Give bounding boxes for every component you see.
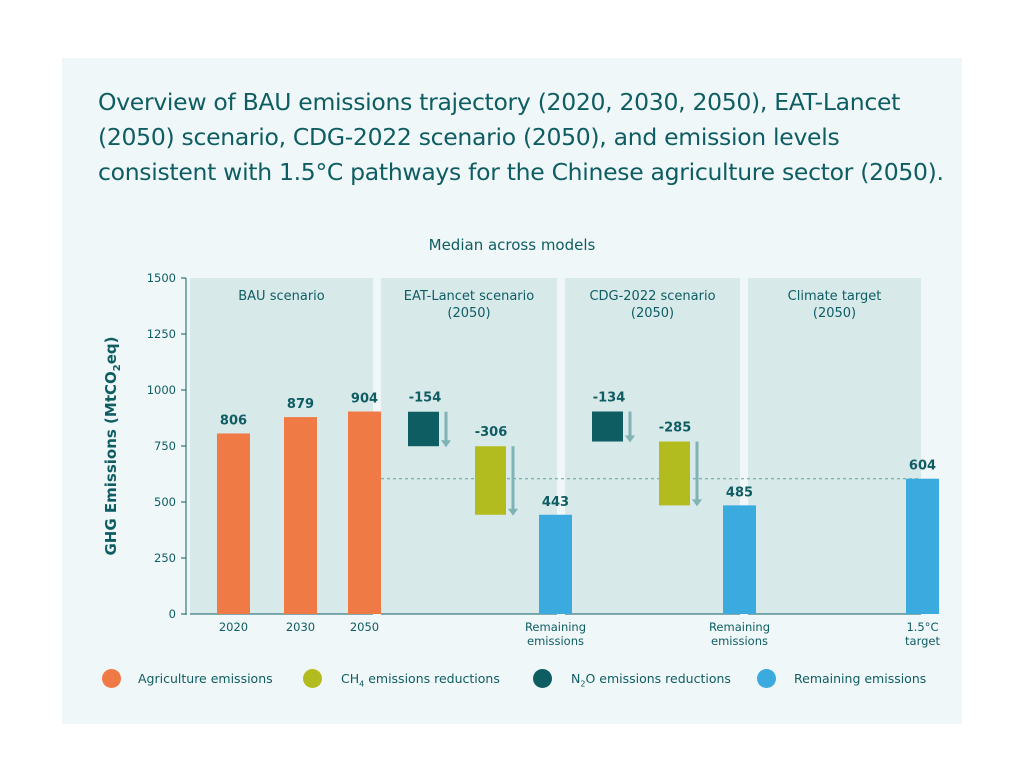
bar-ch4 [659, 441, 690, 506]
data-label: 879 [287, 397, 314, 412]
x-tick-label: Remaining [525, 620, 586, 634]
x-tick-label: Remaining [709, 620, 770, 634]
bar-agriculture [284, 417, 317, 614]
y-tick-label: 1500 [147, 271, 176, 285]
reduction-arrowhead [508, 508, 518, 516]
y-tick-label: 500 [154, 495, 176, 509]
panel-background [748, 278, 921, 614]
y-tick-label: 1000 [147, 383, 176, 397]
data-label: 904 [351, 392, 378, 407]
bar-n2o [408, 411, 439, 447]
x-tick-label: emissions [711, 634, 768, 648]
bar-n2o [592, 411, 623, 442]
panel-title: (2050) [447, 306, 490, 321]
chart-title: Overview of BAU emissions trajectory (20… [98, 88, 944, 186]
x-tick-label: target [905, 634, 940, 648]
panel-title: Climate target [788, 289, 882, 304]
chart-subtitle: Median across models [428, 236, 596, 254]
bar-agriculture [348, 411, 381, 614]
y-axis-label: GHG Emissions (MtCO2eq) [102, 336, 123, 555]
panel-title: (2050) [813, 306, 856, 321]
x-tick-label: 2050 [350, 620, 379, 634]
bar-remaining [906, 478, 939, 614]
bar-remaining [539, 514, 572, 614]
bar-ch4 [475, 446, 506, 515]
x-tick-label: emissions [527, 634, 584, 648]
reduction-arrowhead [625, 435, 635, 443]
panel-title: BAU scenario [238, 289, 325, 304]
y-tick-label: 750 [154, 439, 176, 453]
reduction-arrowhead [441, 440, 451, 448]
panel-title: CDG-2022 scenario [589, 289, 715, 304]
panel-background [381, 278, 557, 614]
panel-title: EAT-Lancet scenario [404, 289, 534, 304]
reduction-arrowhead [692, 499, 702, 507]
y-tick-label: 1250 [147, 327, 176, 341]
y-tick-label: 0 [169, 607, 176, 621]
data-label: -285 [659, 421, 692, 436]
x-tick-label: 2030 [286, 620, 315, 634]
data-label: -154 [409, 391, 442, 406]
data-label: -306 [475, 425, 508, 440]
x-tick-label: 2020 [219, 620, 248, 634]
data-label: 485 [726, 485, 753, 500]
panel-background [565, 278, 740, 614]
data-label: 806 [220, 413, 247, 428]
bar-agriculture [217, 433, 250, 614]
panel-title: (2050) [631, 306, 674, 321]
bar-remaining [723, 505, 756, 614]
data-label: 604 [909, 459, 936, 474]
data-label: 443 [542, 495, 569, 510]
y-tick-label: 250 [154, 551, 176, 565]
data-label: -134 [593, 391, 626, 406]
x-tick-label: 1.5°C [906, 620, 938, 634]
